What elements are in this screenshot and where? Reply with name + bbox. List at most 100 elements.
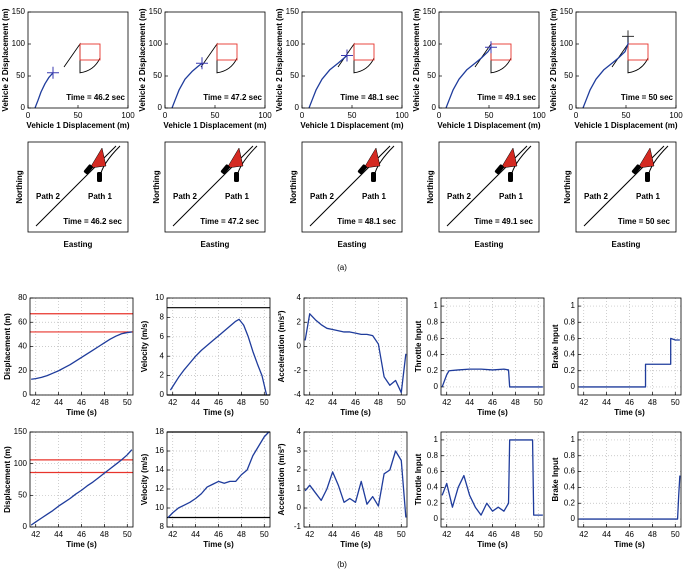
axes-frame	[166, 431, 271, 528]
series-line	[167, 431, 270, 518]
y-axis-label: Northing	[15, 170, 24, 203]
series-line	[34, 72, 54, 109]
x-tick-label: 0	[300, 111, 305, 120]
y-tick-label: 2	[297, 465, 302, 474]
y-tick-label: 0.6	[427, 334, 439, 343]
plot-area	[304, 432, 407, 527]
position-marker	[341, 49, 353, 62]
x-axis-label: Easting	[201, 240, 230, 249]
x-axis-label: Easting	[475, 240, 504, 249]
x-axis-label: Vehicle 1 Displacement (m)	[300, 121, 403, 130]
y-tick-label: 0	[297, 503, 302, 512]
x-tick-label: 100	[395, 111, 409, 120]
y-tick-label: 12	[155, 484, 164, 493]
panel-label: (b)	[337, 560, 347, 569]
y-tick-label: 10	[155, 293, 164, 302]
plot-area	[441, 432, 544, 527]
plot-area	[576, 12, 676, 108]
plot-area	[165, 12, 265, 108]
subplot: 42 44 46 48 50 0 50 100 150 Time (s) Displacement …	[3, 427, 134, 549]
x-axis-label: Time (s)	[614, 408, 645, 417]
y-tick-label: 8	[160, 522, 165, 531]
subplot: 42 44 46 48 50 -4 -2 0 2 4 Time (s) Acceleration (m…	[277, 293, 408, 417]
subplot: 0 50 100 0 50 100 150 Time = 48.1 sec Vehicle 1 …	[275, 7, 409, 130]
position-marker	[485, 41, 497, 54]
x-tick-label: 44	[465, 398, 474, 407]
y-tick-label: 0	[434, 514, 439, 523]
series-line	[441, 439, 543, 516]
x-axis-label: Time (s)	[203, 540, 234, 549]
y-tick-label: 2	[297, 317, 302, 326]
y-tick-label: 100	[560, 39, 574, 48]
y-tick-label: 60	[18, 317, 27, 326]
conflict-zone	[216, 43, 238, 61]
x-tick-label: 44	[191, 530, 200, 539]
y-tick-label: 0.8	[427, 317, 439, 326]
x-axis-label: Time (s)	[614, 540, 645, 549]
x-axis-label: Vehicle 1 Displacement (m)	[26, 121, 129, 130]
series-line	[579, 337, 680, 388]
y-tick-label: 0.4	[564, 350, 576, 359]
x-tick-label: 50	[534, 398, 543, 407]
vehicle	[494, 164, 504, 175]
annotation: Time = 47.2 sec	[200, 217, 259, 226]
y-tick-label: 50	[16, 71, 25, 80]
axes-frame	[29, 297, 134, 396]
x-axis-label: Easting	[64, 240, 93, 249]
path-label: Path 1	[88, 192, 113, 201]
x-tick-label: 50	[534, 530, 543, 539]
conflict-area	[500, 147, 518, 169]
path-label: Path 1	[225, 192, 250, 201]
vehicle	[83, 164, 93, 175]
plot-area	[439, 12, 539, 108]
series-line	[31, 331, 132, 380]
annotation: Time = 46.2 sec	[66, 93, 125, 102]
y-tick-label: 0	[295, 103, 300, 112]
y-tick-label: 0	[434, 382, 439, 391]
x-tick-label: 46	[488, 530, 497, 539]
axes-frame	[438, 11, 540, 109]
x-tick-label: 48	[374, 398, 383, 407]
y-tick-label: 100	[14, 459, 28, 468]
conflict-zone	[627, 43, 649, 61]
x-axis-label: Vehicle 1 Displacement (m)	[574, 121, 677, 130]
x-tick-label: 48	[237, 398, 246, 407]
annotation: Time = 48.1 sec	[337, 217, 396, 226]
y-tick-label: 0	[158, 103, 163, 112]
y-tick-label: 4	[297, 293, 302, 302]
y-axis-label: Acceleration (m/s²)	[277, 443, 286, 515]
x-tick-label: 50	[348, 111, 357, 120]
y-axis-label: Brake Input	[551, 324, 560, 368]
x-tick-label: 0	[437, 111, 442, 120]
x-tick-label: 50	[260, 398, 269, 407]
y-tick-label: 0	[571, 382, 576, 391]
subplot: 0 50 100 0 50 100 150 Time = 46.2 sec Vehicle 1 …	[1, 7, 135, 130]
x-axis-label: Time (s)	[477, 408, 508, 417]
plot-area	[30, 432, 133, 527]
y-tick-label: 1	[434, 435, 439, 444]
x-tick-label: 48	[100, 398, 109, 407]
annotation: Time = 49.1 sec	[477, 93, 536, 102]
y-tick-label: 0.6	[564, 334, 576, 343]
schematic: Path 2 Path 1 Time = 49.1 sec Easting Northi…	[426, 141, 540, 249]
y-tick-label: -2	[294, 366, 302, 375]
path-outline	[337, 42, 375, 74]
conflict-zone	[79, 43, 101, 61]
x-tick-label: 46	[625, 530, 634, 539]
x-tick-label: 46	[351, 398, 360, 407]
y-tick-label: 150	[12, 7, 26, 16]
y-tick-label: 4	[297, 427, 302, 436]
y-tick-label: 0	[160, 390, 165, 399]
x-tick-label: 50	[260, 530, 269, 539]
y-axis-label: Northing	[426, 170, 435, 203]
vehicle	[234, 172, 239, 182]
vehicle	[220, 164, 230, 175]
plot-area	[578, 432, 681, 527]
series-line	[304, 313, 407, 394]
x-tick-label: 46	[214, 398, 223, 407]
x-tick-label: 42	[305, 398, 314, 407]
y-tick-label: 50	[18, 490, 27, 499]
x-axis-label: Time (s)	[340, 540, 371, 549]
x-axis-label: Vehicle 1 Displacement (m)	[163, 121, 266, 130]
